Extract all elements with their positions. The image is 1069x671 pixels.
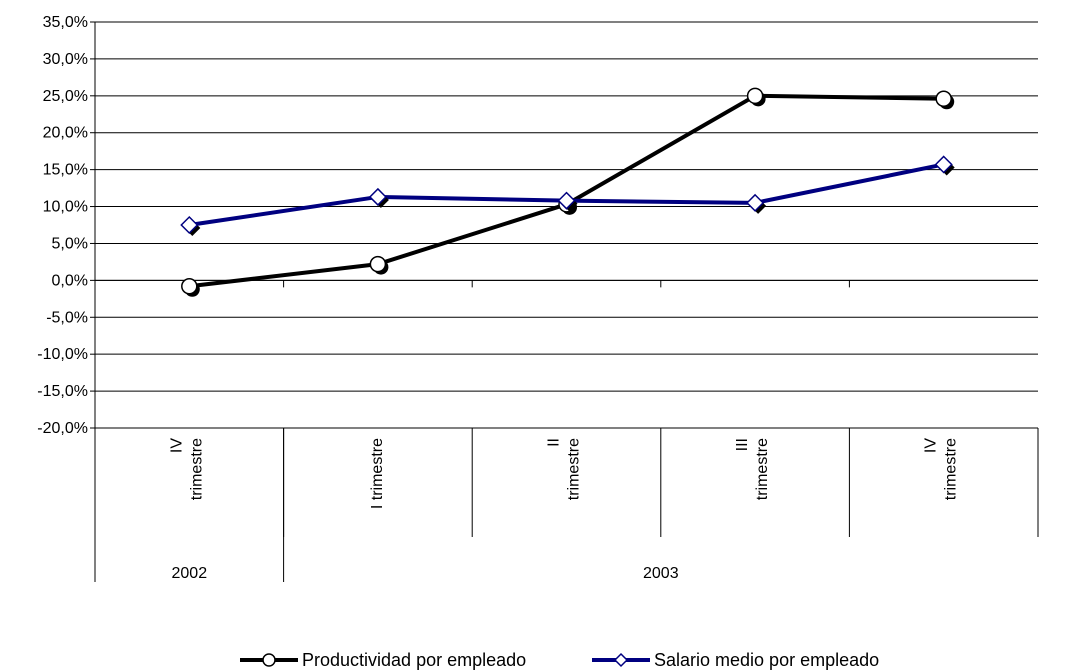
series [180,87,955,297]
y-tick-label: 0,0% [52,272,88,289]
axes [90,21,1039,582]
data-point [746,193,765,212]
category-label-line2: trimestre [188,438,205,500]
category-label-line1: IV [923,438,940,453]
y-tick-label: 20,0% [43,125,88,142]
y-tick-label: -15,0% [37,383,88,400]
series-line [189,93,944,289]
data-point [181,278,198,295]
data-point [934,155,953,174]
data-point [368,187,387,207]
category-label-line1: IV [168,438,185,453]
legend-marker [262,653,276,667]
y-tick-label: -5,0% [46,309,88,326]
x-category-labels: IV trimestre I trimestre II trimestre III trim… [168,438,959,509]
grid-lines [95,21,1038,429]
y-tick-label: 30,0% [43,51,88,68]
category-label-line1: I trimestre [369,438,386,509]
category-label: I trimestre [369,438,386,509]
y-tick-label: 5,0% [52,235,88,252]
category-label-line1: III [734,438,751,451]
y-tick-label: -10,0% [37,346,88,363]
data-point [369,255,387,273]
category-label: IV trimestre [923,438,960,501]
legend-label: Salario medio por empleado [654,650,879,670]
group-label: 2002 [172,565,208,582]
legend-marker [613,652,629,668]
data-point [557,191,576,210]
category-label-line2: trimestre [754,438,771,500]
y-tick-label: 10,0% [43,199,88,216]
y-tick-label: -20,0% [37,420,88,437]
group-label: 2003 [643,565,679,582]
category-label-line1: II [546,438,563,447]
data-point [935,90,952,108]
data-point [746,87,764,105]
category-label-line2: trimestre [943,438,960,500]
y-tick-label: 25,0% [43,88,88,105]
legend: Productividad por empleado Salario medio … [240,650,879,670]
y-tick-label: 15,0% [43,162,88,179]
category-label: III trimestre [734,438,771,500]
category-label-line2: trimestre [566,438,583,500]
data-point [180,215,199,235]
category-label: IV trimestre [168,438,205,501]
y-tick-labels: 35,0% 30,0% 25,0% 20,0% 15,0% 10,0% 5,0% 0,0% -5… [37,14,88,437]
category-label: II trimestre [546,438,583,500]
y-tick-label: 35,0% [43,14,88,31]
x-group-labels: 2002 2003 [172,565,679,582]
legend-label: Productividad por empleado [302,650,526,670]
